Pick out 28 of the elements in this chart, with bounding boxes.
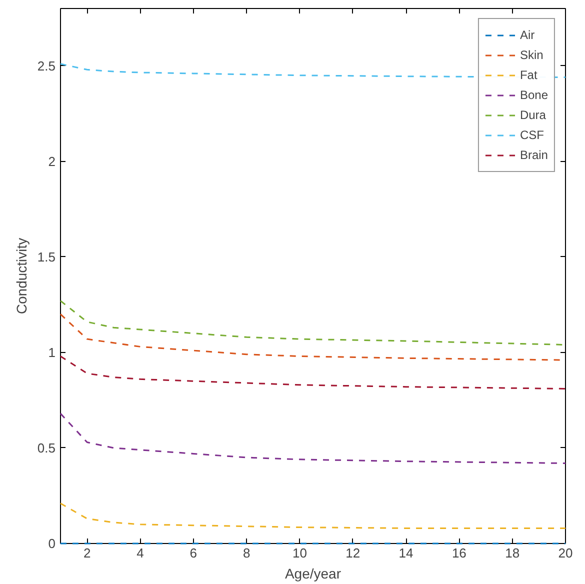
- legend-label: Fat: [520, 68, 538, 82]
- legend-label: CSF: [520, 128, 544, 142]
- x-tick-label: 18: [505, 546, 520, 560]
- x-tick-label: 8: [242, 546, 250, 560]
- legend-label: Bone: [520, 88, 548, 102]
- y-tick-label: 1.5: [37, 249, 56, 264]
- x-axis-title: Age/year: [284, 566, 342, 582]
- x-tick-label: 4: [136, 546, 144, 560]
- line-series: [60, 502, 566, 529]
- legend-label: Brain: [520, 148, 548, 162]
- x-tick-label: 16: [452, 546, 466, 560]
- x-tick-label: 20: [558, 546, 573, 560]
- y-tick-label: 0: [48, 536, 56, 551]
- x-tick-label: 2: [83, 546, 91, 560]
- x-tick-label: 12: [346, 546, 360, 560]
- y-tick-label: 1: [48, 344, 56, 360]
- legend-label: Dura: [520, 108, 546, 122]
- x-tick-label: 10: [292, 546, 307, 560]
- x-tick-label: 6: [190, 546, 198, 560]
- y-tick-label: 0.5: [37, 440, 56, 456]
- legend-label: Air: [520, 28, 536, 42]
- legend-label: Skin: [520, 48, 544, 62]
- y-tick-label: 2: [48, 154, 56, 169]
- line-series: [60, 412, 566, 464]
- line-series: [60, 356, 566, 390]
- x-tick-label: 14: [398, 546, 414, 560]
- y-axis-title: Conductivity: [13, 238, 30, 314]
- y-tick-label: 2.5: [37, 58, 56, 74]
